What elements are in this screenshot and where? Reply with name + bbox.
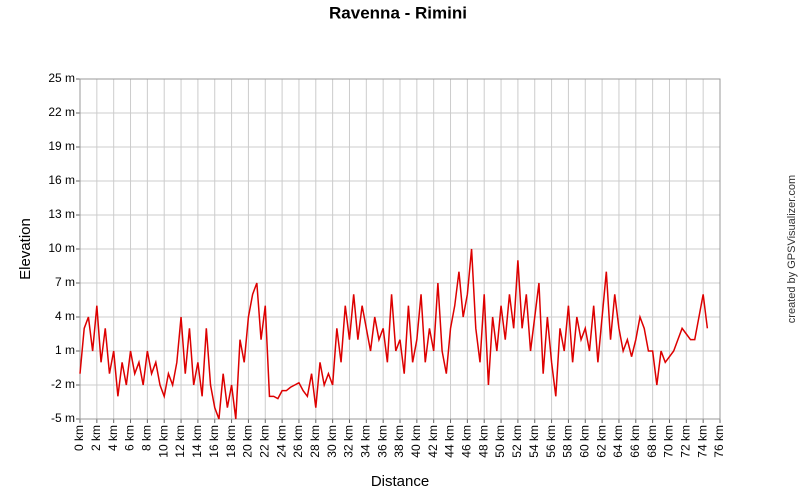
x-tick-label: 40 km [409,425,423,458]
y-tick-label: 22 m [48,105,75,119]
x-tick-label: 6 km [123,425,137,451]
credit: created by GPSVisualizer.com [786,175,798,323]
y-axis-label: Elevation [17,218,34,280]
x-tick-label: 4 km [106,425,120,451]
y-tick-label: -5 m [51,411,75,425]
x-tick-label: 56 km [544,425,558,458]
x-tick-label: 74 km [695,425,709,458]
x-tick-label: 18 km [224,425,238,458]
x-tick-label: 60 km [577,425,591,458]
x-tick-label: 68 km [645,425,659,458]
x-tick-label: 30 km [325,425,339,458]
y-tick-label: 10 m [48,241,75,255]
plot-frame [79,78,721,420]
x-tick-label: 0 km [72,425,86,451]
x-tick-label: 44 km [443,425,457,458]
y-tick-label: 19 m [48,139,75,153]
x-tick-label: 48 km [476,425,490,458]
x-tick-label: 14 km [190,425,204,458]
x-tick-label: 50 km [493,425,507,458]
x-tick-label: 64 km [611,425,625,458]
y-tick-label: 25 m [48,71,75,85]
elevation-line [79,248,709,420]
x-tick-label: 36 km [375,425,389,458]
x-tick-label: 46 km [460,425,474,458]
x-tick-label: 26 km [291,425,305,458]
x-axis-label: Distance [371,473,429,490]
x-tick-label: 24 km [274,425,288,458]
x-tick-label: 66 km [628,425,642,458]
x-tick-label: 62 km [594,425,608,458]
x-tick-label: 72 km [678,425,692,458]
x-tick-label: 28 km [308,425,322,458]
y-tick-label: 13 m [48,207,75,221]
x-tick-label: 58 km [561,425,575,458]
y-tick-label: 1 m [55,343,75,357]
y-tick-label: 7 m [55,275,75,289]
x-tick-label: 54 km [527,425,541,458]
y-tick-label: 4 m [55,309,75,323]
x-tick-label: 38 km [392,425,406,458]
x-tick-label: 42 km [426,425,440,458]
x-tick-label: 8 km [140,425,154,451]
y-tick-label: -2 m [51,377,75,391]
x-tick-label: 20 km [241,425,255,458]
x-tick-label: 34 km [358,425,372,458]
x-tick-label: 32 km [342,425,356,458]
x-tick-label: 10 km [156,425,170,458]
x-tick-label: 22 km [257,425,271,458]
x-tick-label: 12 km [173,425,187,458]
x-tick-label: 76 km [712,425,726,458]
x-tick-label: 16 km [207,425,221,458]
x-tick-label: 2 km [89,425,103,451]
y-tick-label: 16 m [48,173,75,187]
x-tick-label: 70 km [662,425,676,458]
x-tick-label: 52 km [510,425,524,458]
chart-title: Ravenna - Rimini [329,3,467,22]
